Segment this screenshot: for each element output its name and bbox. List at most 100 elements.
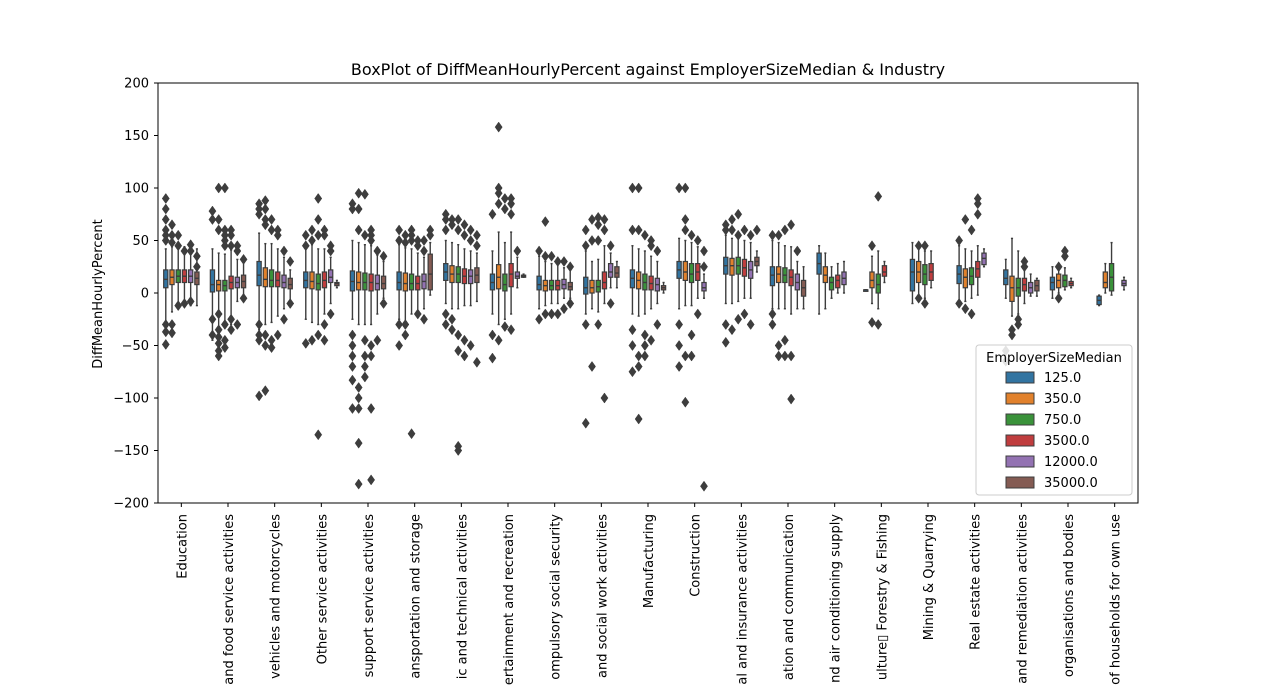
- x-tick-label: al and insurance activities: [735, 514, 750, 685]
- outlier-point: [566, 298, 575, 309]
- outlier-point: [868, 240, 876, 252]
- outlier-point: [168, 319, 176, 330]
- box-c0-s2: [175, 245, 181, 307]
- box-c16-s0: [909, 241, 916, 305]
- box-c18-s2: [1015, 250, 1021, 315]
- outlier-point: [454, 440, 463, 452]
- box-iqr: [589, 279, 595, 294]
- outlier-point: [208, 313, 217, 325]
- outlier-point: [547, 250, 556, 262]
- outlier-point: [314, 329, 323, 341]
- outlier-point: [348, 329, 357, 341]
- box-c1-s4: [234, 258, 241, 303]
- box-iqr: [209, 269, 216, 293]
- outlier-point: [768, 319, 777, 330]
- outlier-point: [208, 205, 217, 217]
- x-tick-label: and social work activities: [595, 514, 610, 678]
- outlier-point: [681, 350, 690, 362]
- outlier-point: [441, 224, 450, 236]
- box-iqr: [408, 273, 415, 291]
- outlier-point: [360, 371, 369, 383]
- box-iqr: [309, 271, 315, 290]
- outlier-point: [354, 382, 363, 393]
- outlier-point: [348, 361, 357, 372]
- y-axis-label: DiffMeanHourlyPercent: [91, 219, 106, 369]
- box-c15-s1: [869, 255, 875, 305]
- outlier-point: [227, 313, 236, 325]
- outlier-point: [407, 224, 416, 236]
- outlier-point: [973, 193, 982, 204]
- box-c1-s2: [222, 253, 228, 328]
- outlier-point: [721, 336, 730, 348]
- outlier-point: [454, 345, 463, 357]
- x-tick-label: Education: [175, 514, 190, 579]
- box-c14-s3: [835, 262, 841, 294]
- outlier-point: [395, 235, 404, 246]
- box-c10-s0: [629, 245, 636, 315]
- outlier-point: [914, 292, 923, 304]
- outlier-point: [261, 195, 270, 207]
- box-iqr: [536, 275, 542, 291]
- outlier-point: [360, 350, 369, 362]
- outlier-point: [367, 403, 376, 414]
- box-iqr: [514, 271, 521, 279]
- box-c7-s1: [495, 231, 502, 326]
- box-c14-s0: [816, 245, 822, 315]
- box-c7-s2: [502, 241, 508, 320]
- outlier-point: [413, 308, 422, 320]
- x-tick-label: Real estate activities: [969, 514, 984, 650]
- outlier-point: [348, 403, 357, 414]
- outlier-point: [354, 437, 363, 449]
- outlier-point: [488, 208, 497, 220]
- outlier-point: [681, 396, 690, 408]
- outlier-point: [273, 329, 282, 341]
- outlier-point: [379, 250, 388, 262]
- box-c18-s1: [1009, 237, 1015, 317]
- box-c17-s1: [962, 248, 969, 303]
- outlier-point: [267, 342, 276, 354]
- outlier-point: [700, 261, 708, 273]
- outlier-point: [734, 208, 743, 220]
- outlier-point: [413, 235, 422, 246]
- box-c5-s5: [427, 241, 433, 296]
- outlier-point: [500, 203, 509, 215]
- outlier-point: [700, 245, 708, 257]
- box-c12-s2: [735, 237, 741, 303]
- outlier-point: [373, 245, 382, 257]
- outlier-point: [600, 224, 609, 236]
- legend-swatch: [1005, 413, 1035, 426]
- outlier-point: [780, 224, 789, 236]
- box-c8-s2: [548, 262, 555, 305]
- box-iqr: [1003, 269, 1009, 286]
- outlier-point: [348, 198, 357, 210]
- outlier-point: [320, 319, 329, 330]
- outlier-point: [734, 313, 743, 325]
- outlier-point: [267, 214, 276, 225]
- box-c2-s2: [268, 242, 275, 324]
- box-iqr: [682, 260, 689, 281]
- box-iqr: [268, 269, 275, 288]
- outlier-point: [208, 214, 217, 225]
- box-c12-s3: [741, 239, 748, 299]
- outlier-point: [214, 324, 223, 336]
- box-iqr: [355, 271, 362, 291]
- legend-swatch: [1005, 371, 1035, 384]
- box-c17-s2: [968, 250, 975, 299]
- box-iqr: [835, 274, 841, 289]
- box-c16-s3: [928, 250, 934, 289]
- legend-label: 350.0: [1044, 392, 1081, 407]
- outlier-point: [721, 319, 730, 330]
- outlier-point: [687, 329, 696, 341]
- outlier-point: [500, 321, 509, 333]
- outlier-point: [308, 235, 316, 246]
- outlier-point: [640, 340, 649, 351]
- box-c14-s2: [828, 266, 835, 299]
- box-c6-s2: [455, 243, 461, 310]
- x-tick-label: vehicles and motorcycles: [269, 514, 284, 679]
- outlier-point: [214, 182, 223, 194]
- legend-label: 125.0: [1044, 371, 1081, 386]
- outlier-point: [1060, 250, 1069, 262]
- outlier-point: [280, 245, 288, 257]
- outlier-point: [186, 239, 195, 251]
- outlier-point: [693, 308, 702, 320]
